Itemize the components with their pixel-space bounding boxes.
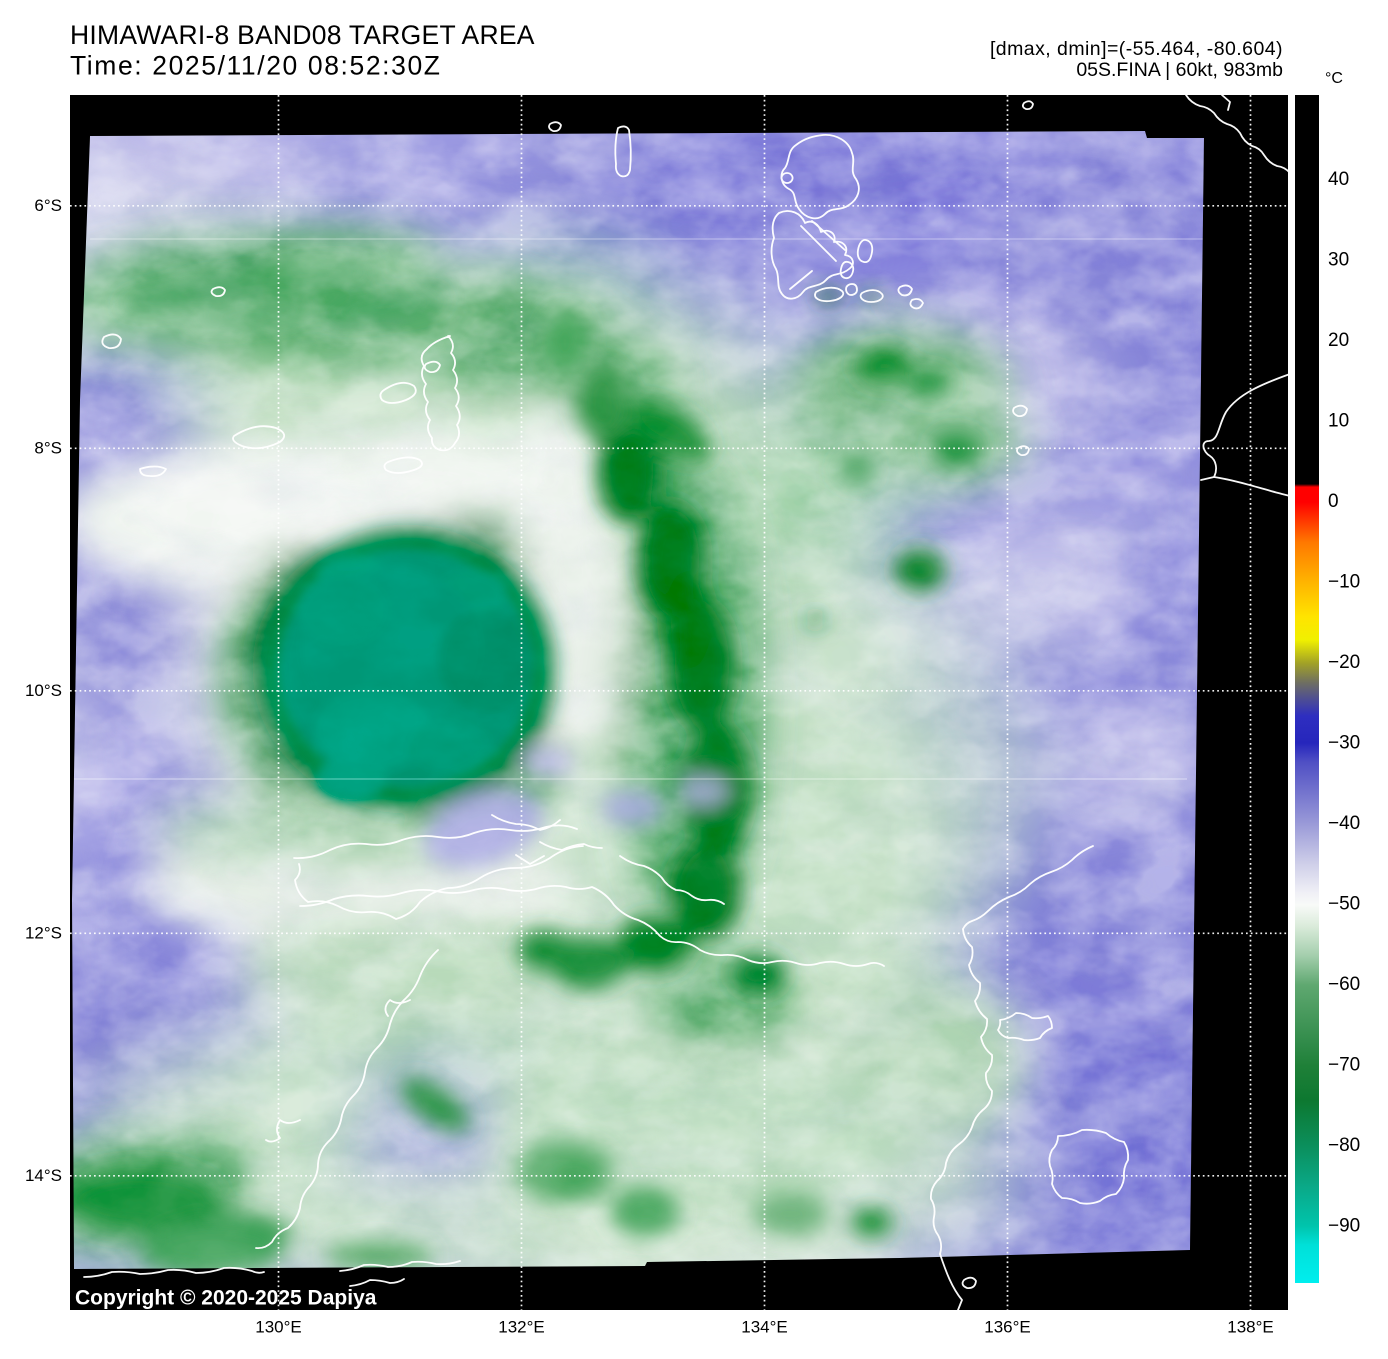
svg-text:−70: −70 [1328, 1054, 1360, 1075]
svg-text:−50: −50 [1328, 893, 1360, 914]
svg-text:−60: −60 [1328, 974, 1360, 995]
svg-text:10: 10 [1328, 410, 1349, 431]
svg-text:°C: °C [1325, 70, 1343, 87]
svg-text:134°E: 134°E [741, 1318, 788, 1337]
svg-text:14°S: 14°S [25, 1166, 62, 1185]
svg-text:−10: −10 [1328, 571, 1360, 592]
svg-text:HIMAWARI-8 BAND08 TARGET AREA: HIMAWARI-8 BAND08 TARGET AREA [70, 20, 535, 50]
svg-text:0: 0 [1328, 491, 1339, 512]
svg-text:12°S: 12°S [25, 924, 62, 943]
svg-text:40: 40 [1328, 169, 1349, 190]
svg-text:138°E: 138°E [1227, 1318, 1274, 1337]
svg-text:−80: −80 [1328, 1135, 1360, 1156]
svg-text:30: 30 [1328, 249, 1349, 270]
svg-text:10°S: 10°S [25, 681, 62, 700]
svg-text:8°S: 8°S [34, 439, 62, 458]
svg-text:−20: −20 [1328, 652, 1360, 673]
svg-text:[dmax, dmin]=(-55.464, -80.604: [dmax, dmin]=(-55.464, -80.604) [990, 38, 1283, 60]
svg-text:130°E: 130°E [255, 1318, 302, 1337]
svg-text:05S.FINA | 60kt, 983mb: 05S.FINA | 60kt, 983mb [1076, 59, 1283, 81]
svg-text:20: 20 [1328, 330, 1349, 351]
svg-text:136°E: 136°E [984, 1318, 1031, 1337]
svg-text:Copyright © 2020-2025 Dapiya: Copyright © 2020-2025 Dapiya [75, 1287, 377, 1310]
svg-text:132°E: 132°E [498, 1318, 545, 1337]
svg-text:−30: −30 [1328, 732, 1360, 753]
svg-text:−90: −90 [1328, 1215, 1360, 1236]
svg-text:Time: 2025/11/20 08:52:30Z: Time: 2025/11/20 08:52:30Z [70, 51, 442, 81]
svg-text:−40: −40 [1328, 813, 1360, 834]
svg-text:6°S: 6°S [34, 196, 62, 215]
